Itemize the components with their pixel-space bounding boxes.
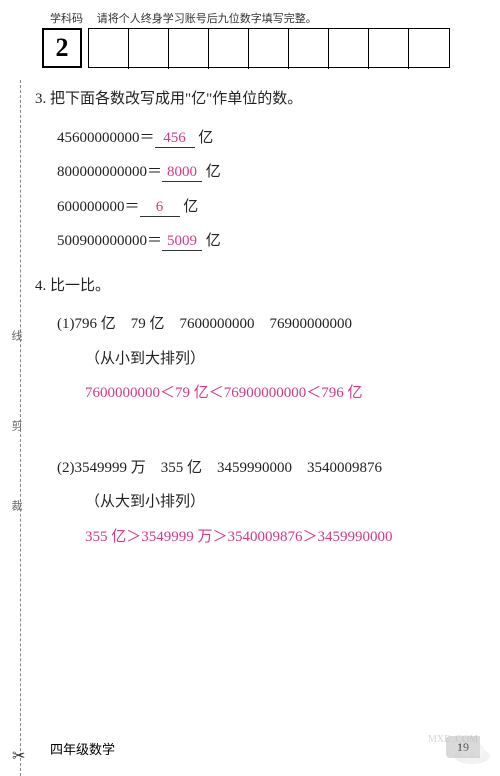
q3-line: 800000000000＝8000 亿 xyxy=(35,155,480,190)
q4-part2-answer: 355 亿＞3549999 万＞3540009876＞3459990000 xyxy=(35,520,480,555)
q3-lhs: 500900000000＝ xyxy=(57,233,162,249)
scissors-icon: ✂ xyxy=(12,746,25,766)
q3-answer-blank: 5009 xyxy=(162,232,202,251)
account-digit-box[interactable] xyxy=(289,29,329,69)
q3-unit: 亿 xyxy=(195,130,214,146)
q3-unit: 亿 xyxy=(202,164,221,180)
q3-title: 3. 把下面各数改写成用"亿"作单位的数。 xyxy=(35,82,480,117)
account-digit-box[interactable] xyxy=(169,29,209,69)
q4-part1-answer: 7600000000＜79 亿＜76900000000＜796 亿 xyxy=(35,376,480,411)
account-digit-box[interactable] xyxy=(129,29,169,69)
q4-part2-hint: （从大到小排列） xyxy=(35,485,480,520)
account-digit-box[interactable] xyxy=(369,29,409,69)
cut-label-top: 线 xyxy=(8,330,24,351)
q3-answer-blank: 8000 xyxy=(162,163,202,182)
q4-part1-hint: （从小到大排列） xyxy=(35,342,480,377)
account-digit-box[interactable] xyxy=(249,29,289,69)
q3-line: 500900000000＝5009 亿 xyxy=(35,224,480,259)
q3-lhs: 600000000＝ xyxy=(57,199,140,215)
footer-subject: 四年级数学 xyxy=(50,739,115,758)
account-digit-box[interactable] xyxy=(209,29,249,69)
q3-answer-blank: 6 xyxy=(140,198,180,217)
subject-code-box: 2 xyxy=(42,28,82,68)
account-digit-box[interactable] xyxy=(409,29,449,69)
q3-unit: 亿 xyxy=(202,233,221,249)
account-digit-box[interactable] xyxy=(89,29,129,69)
q3-answer-blank: 456 xyxy=(155,129,195,148)
q4-title: 4. 比一比。 xyxy=(35,269,480,304)
q3-lhs: 800000000000＝ xyxy=(57,164,162,180)
account-digit-boxes xyxy=(88,28,450,68)
header-labels: 学科码 请将个人终身学习账号后九位数字填写完整。 xyxy=(50,10,317,26)
watermark-logo-icon xyxy=(452,736,492,766)
q3-unit: 亿 xyxy=(180,199,199,215)
code-boxes: 2 xyxy=(42,28,450,68)
q4-part2-given: (2)3549999 万 355 亿 3459990000 3540009876 xyxy=(35,451,480,486)
header-label-left: 学科码 xyxy=(50,13,83,25)
page-content: 3. 把下面各数改写成用"亿"作单位的数。 45600000000＝456 亿8… xyxy=(35,82,480,554)
header-label-right: 请将个人终身学习账号后九位数字填写完整。 xyxy=(97,13,317,25)
q3-line: 600000000＝6 亿 xyxy=(35,190,480,225)
account-digit-box[interactable] xyxy=(329,29,369,69)
page-footer: 四年级数学 19 xyxy=(50,736,480,758)
cut-label-bottom: 裁 xyxy=(8,500,24,521)
q3-line: 45600000000＝456 亿 xyxy=(35,121,480,156)
cut-label-mid: 剪 xyxy=(8,420,24,441)
q4-part1-given: (1)796 亿 79 亿 7600000000 76900000000 xyxy=(35,307,480,342)
q3-lhs: 45600000000＝ xyxy=(57,130,155,146)
